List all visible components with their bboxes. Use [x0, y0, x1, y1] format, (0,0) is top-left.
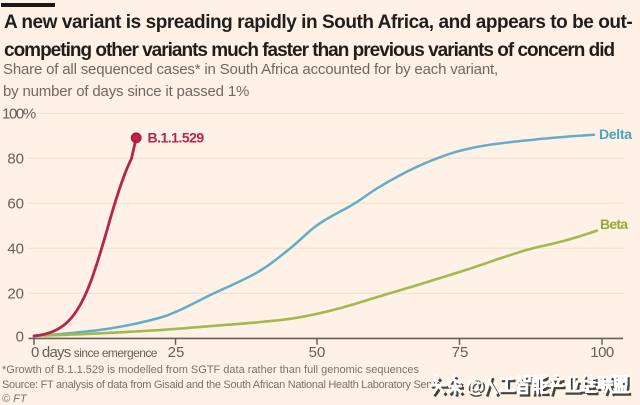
- svg-text:50: 50: [309, 344, 326, 361]
- svg-text:B.1.1.529: B.1.1.529: [148, 130, 205, 146]
- svg-text:80: 80: [7, 151, 24, 168]
- svg-text:40: 40: [7, 241, 24, 258]
- svg-text:100: 100: [590, 344, 614, 361]
- svg-text:@: @: [468, 378, 487, 399]
- svg-text:75: 75: [452, 344, 469, 361]
- svg-text:100%: 100%: [2, 106, 36, 123]
- svg-text:@: @: [466, 376, 485, 397]
- svg-text:60: 60: [7, 196, 24, 213]
- svg-text:0 days since emergence: 0 days since emergence: [31, 344, 158, 361]
- svg-text:Delta: Delta: [599, 126, 632, 142]
- svg-text:25: 25: [168, 344, 185, 361]
- svg-text:20: 20: [7, 286, 24, 303]
- svg-text:Beta: Beta: [600, 216, 628, 232]
- svg-text:0: 0: [16, 329, 24, 346]
